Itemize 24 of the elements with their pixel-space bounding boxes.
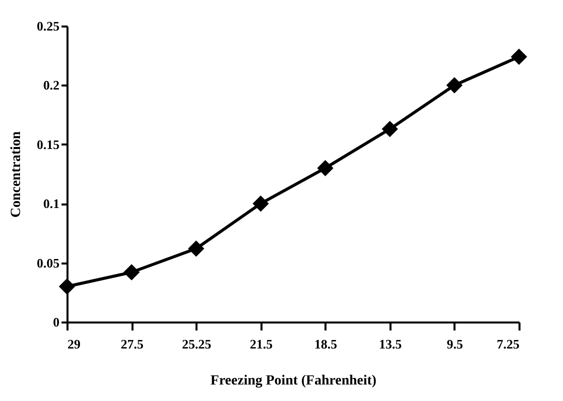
point <box>382 121 398 137</box>
point <box>124 264 140 280</box>
y-tick-label: 0 <box>53 314 60 330</box>
x-tick-label: 25.25 <box>182 336 212 352</box>
x-tick-label: 29 <box>68 336 81 352</box>
x-tick-label: 13.5 <box>378 336 402 352</box>
point <box>511 48 527 65</box>
y-tick-label: 0.05 <box>36 255 60 270</box>
x-tick-label: 9.5 <box>446 336 464 352</box>
x-tick-label: 27.5 <box>120 336 144 352</box>
y-tick-label: 0.1 <box>43 196 60 212</box>
x-axis-title: Freezing Point (Fahrenheit) <box>210 374 377 388</box>
y-axis-title: Concentration <box>8 131 24 218</box>
point <box>252 196 269 212</box>
x-tick-label: 21.5 <box>250 336 274 352</box>
point <box>188 240 204 257</box>
y-tick-label: 0.25 <box>36 18 60 34</box>
y-tick-label: 0.15 <box>36 136 60 152</box>
x-tick-label: 7.25 <box>496 336 520 352</box>
point <box>59 278 75 294</box>
y-tick-label: 0.2 <box>43 78 60 93</box>
x-tick-label: 18.5 <box>314 336 338 352</box>
point <box>317 160 334 176</box>
point <box>446 77 462 94</box>
